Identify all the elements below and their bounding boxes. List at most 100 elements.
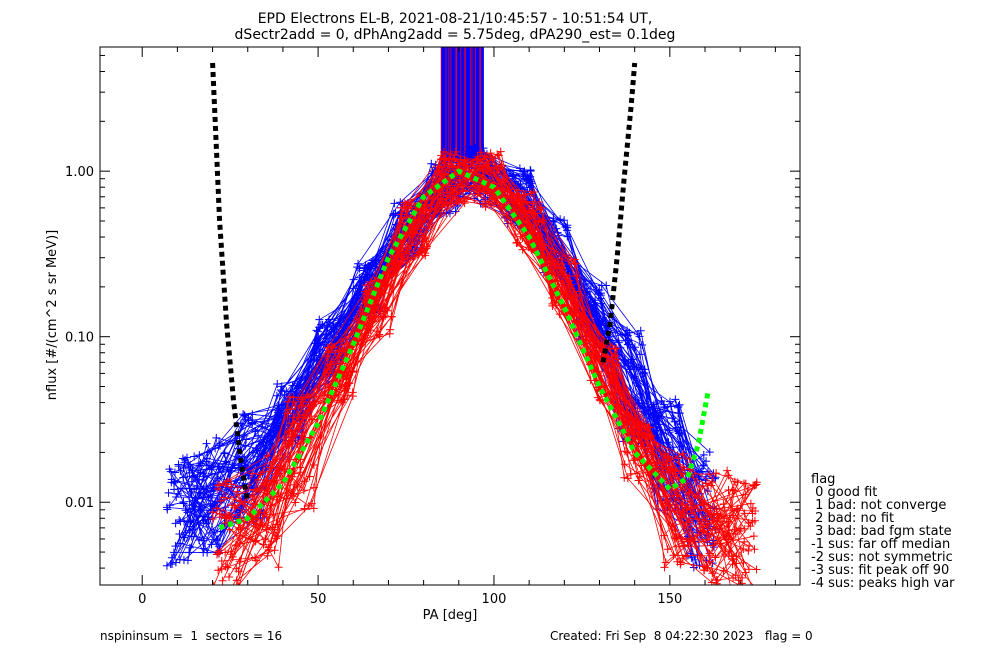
data-point [754,586,762,594]
data-point [313,327,322,336]
data-point [679,449,688,458]
data-point [226,593,234,601]
data-point [635,350,644,359]
data-point [572,271,581,280]
data-point [635,332,644,341]
data-point [299,486,308,495]
data-point [750,545,759,554]
data-point [437,151,446,160]
data-point [460,199,469,208]
data-point [682,552,691,561]
data-point [223,477,232,486]
data-point [327,359,336,368]
data-point [233,586,241,594]
data-point [273,380,282,389]
data-point [744,586,752,594]
data-point [493,150,502,159]
data-point [321,380,330,389]
data-point [664,438,673,447]
data-point [525,175,534,184]
y-axis-label: nflux [#/(cm^2 s sr MeV)] [45,230,60,400]
footer-created: Created: Fri Sep 8 04:22:30 2023 flag = … [550,629,813,643]
data-point [315,315,324,324]
data-point [663,545,672,554]
data-point [371,306,380,315]
data-point [274,408,283,417]
data-point [707,578,716,585]
data-point [397,203,406,212]
data-point [474,187,483,196]
data-point [181,455,190,464]
data-point [733,504,742,513]
data-point [660,563,669,572]
data-point [282,387,291,396]
data-point [291,498,300,507]
series-group-red [208,147,762,601]
data-point [162,561,171,570]
data-point [482,151,491,160]
data-point [258,449,267,458]
data-point [203,454,212,463]
data-point [390,199,399,208]
data-point [264,545,273,554]
data-point [287,430,296,439]
data-point [307,415,316,424]
data-point [748,509,757,518]
data-point [586,279,595,288]
data-point [214,549,223,558]
data-point [439,155,448,164]
data-point [713,509,722,518]
data-point [263,551,272,560]
y-tick-label: 0.01 [65,496,94,511]
data-point [309,504,318,513]
data-point [172,492,181,501]
data-point [207,540,216,549]
data-point [222,514,231,523]
data-point [732,559,741,568]
data-point [678,537,687,546]
plot-area [162,47,762,601]
data-point [240,411,249,420]
data-point [741,587,749,595]
data-point [204,513,213,522]
data-point [318,321,327,330]
data-point [627,355,636,364]
data-point [632,378,641,387]
data-point [464,142,473,151]
data-point [646,442,655,451]
data-point [626,469,635,478]
data-point [409,228,418,237]
data-point [515,164,524,173]
data-point [745,541,754,550]
chart-subtitle: dSectr2add = 0, dPhAng2add = 5.75deg, dP… [235,27,676,43]
data-point [165,501,174,510]
data-point [469,145,478,154]
data-point [678,554,687,563]
data-point [620,460,629,469]
data-point [528,199,537,208]
data-point [221,510,230,519]
data-point [488,195,497,204]
data-point [700,566,709,575]
data-point [717,512,726,521]
data-point [293,482,302,491]
data-point [549,259,558,268]
data-point [651,409,660,418]
data-point [289,393,298,402]
data-point [511,182,520,191]
data-point [699,450,708,459]
data-point [256,470,265,479]
data-point [214,481,223,490]
data-point [481,202,490,211]
data-point [623,474,632,483]
data-point [437,198,446,207]
data-point [556,267,565,276]
data-point [213,504,222,513]
data-point [325,315,334,324]
data-point [167,478,176,487]
data-point [671,395,680,404]
data-point [213,581,215,585]
data-point [380,276,389,285]
legend-title: flag [811,472,835,487]
